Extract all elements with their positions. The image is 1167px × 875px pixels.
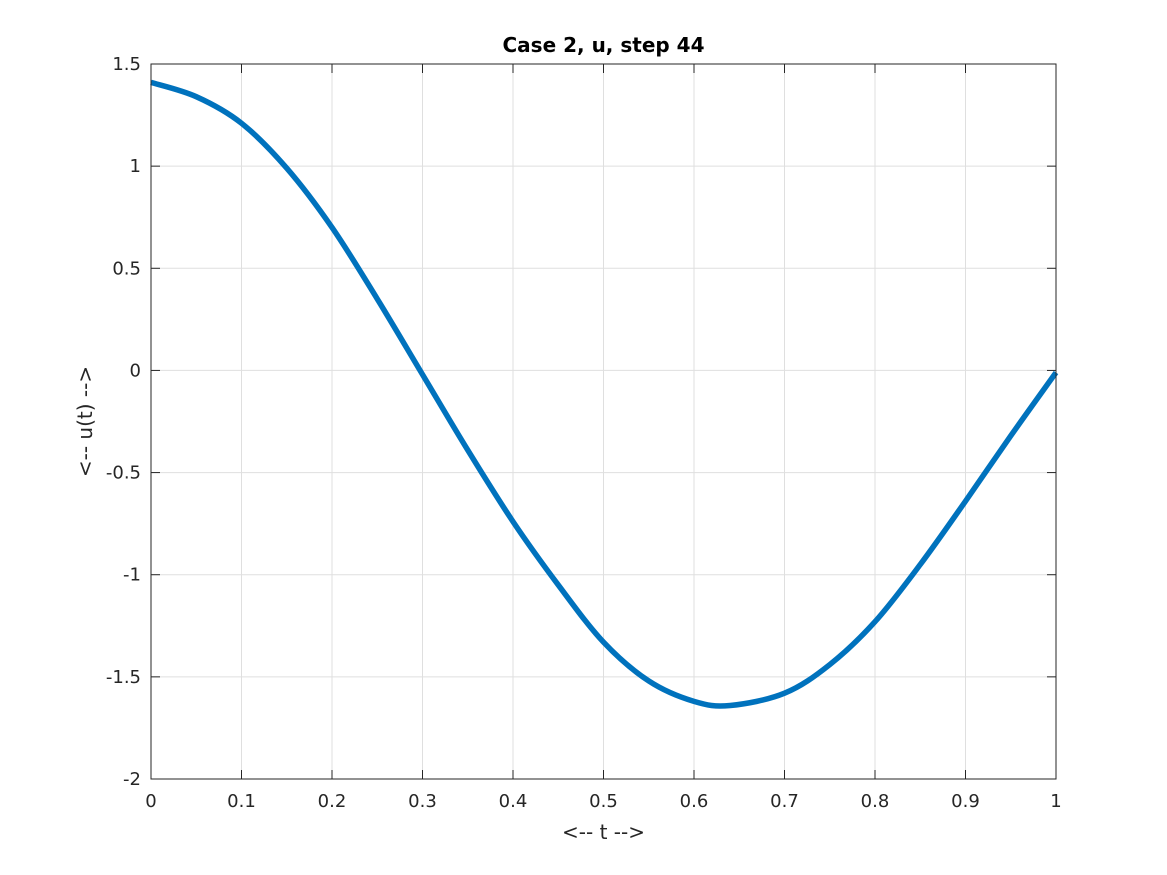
- x-tick-label: 0.4: [499, 791, 528, 812]
- x-tick-label: 0.3: [408, 791, 437, 812]
- y-tick-label: 1.5: [112, 54, 141, 75]
- x-tick-label: 0.2: [318, 791, 347, 812]
- y-axis-label: <-- u(t) -->: [73, 366, 97, 477]
- x-tick-label: 0.1: [227, 791, 256, 812]
- x-tick-label: 0.6: [680, 791, 709, 812]
- x-tick-label: 0.7: [770, 791, 799, 812]
- series-line: [150, 79, 1059, 709]
- y-tick-label: 0: [130, 360, 141, 381]
- y-tick-label: -1: [123, 565, 141, 586]
- y-tick-label: 1: [130, 156, 141, 177]
- chart-title: Case 2, u, step 44: [502, 33, 704, 57]
- x-tick-label: 1: [1050, 791, 1061, 812]
- y-tick-label: -0.5: [106, 463, 141, 484]
- x-tick-label: 0: [145, 791, 156, 812]
- y-tick-label: -1.5: [106, 667, 141, 688]
- ticks: 0 0.1 0.2 0.3 0.4 0.5 0.6 0.7 0.8 0.9 1 -2 -1.5 -1 -0.…: [106, 54, 1062, 812]
- x-axis-label: <-- t -->: [562, 820, 645, 844]
- series-layer: [150, 79, 1059, 709]
- x-tick-label: 0.9: [951, 791, 980, 812]
- y-tick-label: 0.5: [112, 258, 141, 279]
- x-tick-label: 0.8: [861, 791, 890, 812]
- x-tick-label: 0.5: [589, 791, 618, 812]
- y-tick-label: -2: [123, 769, 141, 790]
